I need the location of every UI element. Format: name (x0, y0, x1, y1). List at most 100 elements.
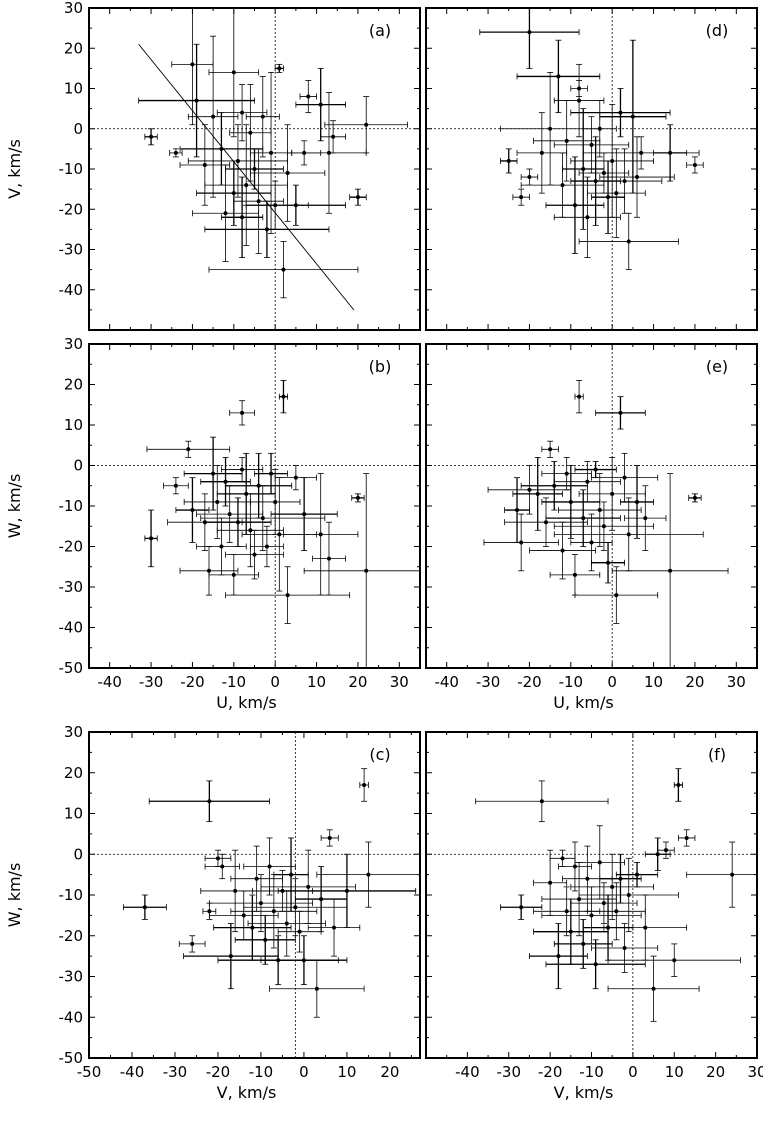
point-marker (692, 495, 697, 500)
data-point (553, 501, 654, 551)
data-point (549, 849, 576, 867)
data-point (541, 456, 592, 491)
data-point (247, 890, 326, 957)
point-marker (327, 835, 332, 840)
point-marker (589, 540, 594, 545)
point-marker (326, 556, 331, 561)
point-marker (260, 516, 265, 521)
data-point (294, 866, 348, 933)
point-marker (293, 203, 298, 208)
y-tick-label: 10 (64, 416, 83, 434)
point-marker (635, 499, 640, 504)
y-tick-label: -40 (59, 619, 84, 637)
data-point (312, 521, 346, 596)
point-marker (326, 150, 331, 155)
tick-marks (425, 7, 758, 331)
data-point (254, 452, 289, 495)
point-marker (233, 888, 238, 893)
point-marker (173, 150, 178, 155)
data-point (169, 148, 183, 158)
point-marker (190, 941, 195, 946)
point-marker (190, 508, 195, 513)
point-marker (655, 852, 660, 857)
x-tick-label: -20 (538, 1063, 563, 1081)
data-point (216, 84, 268, 142)
point-marker (589, 913, 594, 918)
point-marker (668, 568, 673, 573)
panel-e: -40 -30 -20 -10 0 10 20 30 (e) U, km/s (425, 343, 758, 712)
data-point (299, 80, 317, 114)
point-marker (614, 593, 619, 598)
data-point (570, 853, 654, 920)
data-point (533, 898, 609, 965)
point-marker (668, 150, 673, 155)
x-axis-label: V, km/s (554, 1083, 614, 1102)
y-tick-label: 30 (64, 723, 83, 741)
point-marker (663, 848, 668, 853)
point-marker (519, 540, 524, 545)
point-marker (610, 884, 615, 889)
point-marker (597, 508, 602, 513)
point-marker (223, 479, 228, 484)
data-point (303, 473, 421, 669)
panel-d: (d) (425, 7, 758, 331)
point-marker (606, 560, 611, 565)
point-marker (228, 954, 233, 959)
point-marker (206, 568, 211, 573)
x-tick-label: 10 (337, 1063, 356, 1081)
x-tick-label: 20 (685, 673, 704, 691)
x-tick-label: -40 (97, 673, 122, 691)
point-marker (692, 162, 697, 167)
y-axis-label: V, km/s (5, 139, 24, 199)
data-point (183, 923, 279, 990)
y-tick-label: 0 (73, 457, 83, 475)
data-point (249, 124, 326, 222)
data-point (599, 136, 675, 218)
x-tick-label: 30 (727, 673, 746, 691)
plot-frame (88, 343, 421, 669)
data-point (549, 554, 601, 596)
point-marker (248, 528, 253, 533)
y-tick-label: -20 (59, 927, 84, 945)
point-marker (281, 267, 286, 272)
tick-marks (88, 731, 420, 1059)
point-marker (306, 884, 311, 889)
point-marker (244, 183, 249, 188)
data-point (324, 96, 408, 154)
point-marker (610, 491, 615, 496)
point-marker (535, 491, 540, 496)
data-point (570, 104, 654, 218)
x-tick-label: 0 (270, 673, 280, 691)
point-marker (223, 211, 228, 216)
point-marker (364, 568, 369, 573)
point-marker (548, 880, 553, 885)
data-point (144, 128, 158, 146)
data-point (138, 43, 255, 158)
data-point (208, 874, 313, 933)
point-marker (355, 495, 360, 500)
point-marker (577, 394, 582, 399)
point-marker (519, 905, 524, 910)
y-axis-label: W, km/s (5, 863, 24, 928)
data-point (316, 841, 421, 908)
x-tick-label: -30 (476, 673, 501, 691)
data-point (148, 780, 270, 823)
data-point (533, 100, 601, 182)
point-marker (263, 937, 268, 942)
point-marker (601, 901, 606, 906)
y-tick-label: -30 (59, 968, 84, 986)
point-marker (207, 909, 212, 914)
point-marker (231, 191, 236, 196)
tick-marks (88, 7, 421, 331)
x-tick-label: 0 (628, 1063, 638, 1081)
x-axis-label: U, km/s (216, 693, 276, 712)
x-tick-label: 30 (390, 673, 409, 691)
data-point (591, 923, 659, 973)
data-point (225, 148, 284, 190)
data-point (187, 124, 289, 198)
data-point (520, 461, 588, 511)
point-marker (601, 524, 606, 529)
y-tick-label: 30 (64, 335, 83, 353)
point-marker (626, 532, 631, 537)
point-marker (560, 548, 565, 553)
